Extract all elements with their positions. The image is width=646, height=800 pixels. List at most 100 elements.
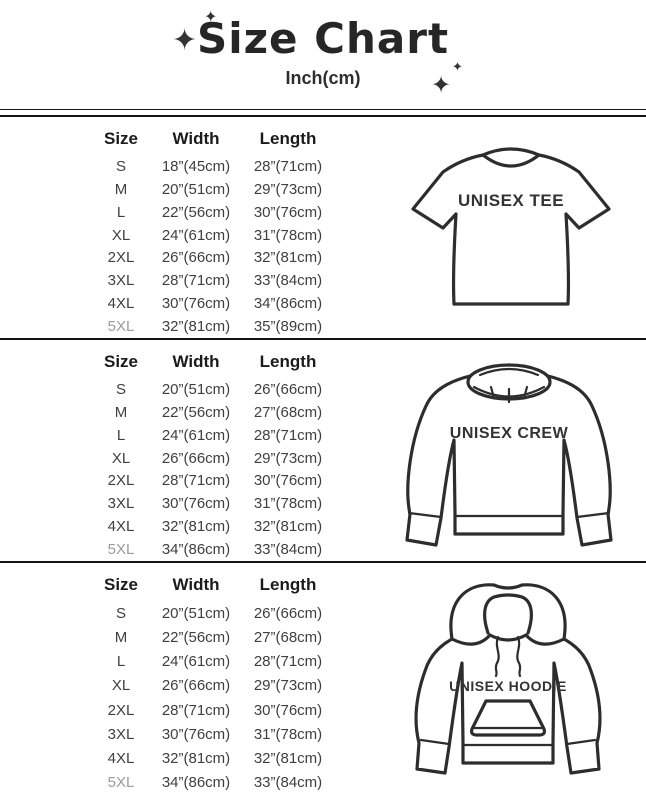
length-cell: 27”(68cm) — [253, 628, 323, 646]
column-header: Size — [103, 129, 139, 148]
length-cell: 26”(66cm) — [253, 380, 323, 398]
width-cell: 24”(61cm) — [161, 653, 231, 671]
column-header: Length — [259, 575, 317, 594]
size-row: S 20”(51cm) 26”(66cm) — [92, 601, 334, 625]
sparkle-icon: ✦ — [431, 72, 452, 99]
length-cell: 31”(78cm) — [253, 725, 323, 743]
column-header: Length — [259, 352, 317, 371]
size-table-crew: Size Width Length S 20”(51cm) 26”(66cm) M 22”(… — [92, 348, 334, 561]
size-cell: L — [116, 426, 126, 444]
table-header-row: Size Width Length — [92, 125, 334, 155]
size-cell: 2XL — [107, 701, 135, 719]
size-cell: 5XL — [107, 318, 135, 336]
length-cell: 32”(81cm) — [253, 518, 323, 536]
size-cell: XL — [111, 449, 131, 467]
size-row: S 18”(45cm) 28”(71cm) — [92, 155, 334, 178]
length-cell: 30”(76cm) — [253, 701, 323, 719]
crew-label: UNISEX CREW — [450, 425, 569, 442]
column-header: Width — [172, 352, 220, 371]
size-row: 2XL 26”(66cm) 32”(81cm) — [92, 247, 334, 270]
section-hoodie: Size Width Length S 20”(51cm) 26”(66cm) M 22”(… — [0, 563, 646, 795]
size-row: L 24”(61cm) 28”(71cm) — [92, 424, 334, 447]
length-cell: 28”(71cm) — [253, 653, 323, 671]
width-cell: 18”(45cm) — [161, 157, 231, 175]
size-row: L 24”(61cm) 28”(71cm) — [92, 650, 334, 674]
length-cell: 31”(78cm) — [253, 226, 323, 244]
table-header-row: Size Width Length — [92, 571, 334, 601]
size-row: 2XL 28”(71cm) 30”(76cm) — [92, 698, 334, 722]
size-row: S 20”(51cm) 26”(66cm) — [92, 378, 334, 401]
width-cell: 22”(56cm) — [161, 628, 231, 646]
size-cell: 5XL — [107, 541, 135, 559]
width-cell: 22”(56cm) — [161, 403, 231, 421]
size-table-tee: Size Width Length S 18”(45cm) 28”(71cm) M 20”(… — [92, 125, 334, 338]
column-header: Length — [259, 129, 317, 148]
size-row: 5XL 34”(86cm) 33”(84cm) — [92, 771, 334, 795]
column-header: Size — [103, 352, 139, 371]
length-cell: 29”(73cm) — [253, 449, 323, 467]
crew-drawing-icon: UNISEX CREW — [405, 363, 613, 547]
section-tee: Size Width Length S 18”(45cm) 28”(71cm) M 20”(… — [0, 117, 646, 338]
size-row: M 22”(56cm) 27”(68cm) — [92, 401, 334, 424]
width-cell: 20”(51cm) — [161, 604, 231, 622]
length-cell: 29”(73cm) — [253, 180, 323, 198]
width-cell: 30”(76cm) — [161, 295, 231, 313]
width-cell: 34”(86cm) — [161, 541, 231, 559]
width-cell: 20”(51cm) — [161, 380, 231, 398]
size-row: 3XL 30”(76cm) 31”(78cm) — [92, 722, 334, 746]
chart-header: ✦ ✦ Size Chart Inch(cm) ✦ ✦ — [0, 0, 646, 109]
column-header: Width — [172, 575, 220, 594]
size-row: M 22”(56cm) 27”(68cm) — [92, 625, 334, 649]
section-crew: Size Width Length S 20”(51cm) 26”(66cm) M 22”(… — [0, 340, 646, 561]
tee-label: UNISEX TEE — [458, 191, 564, 210]
size-row: 4XL 30”(76cm) 34”(86cm) — [92, 292, 334, 315]
width-cell: 24”(61cm) — [161, 426, 231, 444]
page-title: Size Chart — [196, 14, 450, 63]
size-cell: 2XL — [107, 249, 135, 267]
crew-illustration: UNISEX CREW — [394, 358, 624, 561]
length-cell: 30”(76cm) — [253, 472, 323, 490]
size-table-hoodie: Size Width Length S 20”(51cm) 26”(66cm) M 22”(… — [92, 571, 334, 795]
size-row: M 20”(51cm) 29”(73cm) — [92, 178, 334, 201]
size-row: 5XL 32”(81cm) 35”(89cm) — [92, 315, 334, 338]
width-cell: 30”(76cm) — [161, 725, 231, 743]
width-cell: 32”(81cm) — [161, 518, 231, 536]
size-row: XL 26”(66cm) 29”(73cm) — [92, 447, 334, 470]
size-cell: 2XL — [107, 472, 135, 490]
size-row: 4XL 32”(81cm) 32”(81cm) — [92, 515, 334, 538]
hoodie-label: UNISEX HOODIE — [449, 678, 567, 694]
length-cell: 29”(73cm) — [253, 677, 323, 695]
size-cell: M — [114, 403, 128, 421]
header-divider — [0, 109, 646, 117]
width-cell: 32”(81cm) — [161, 318, 231, 336]
hoodie-illustration: UNISEX HOODIE — [394, 575, 624, 795]
width-cell: 26”(66cm) — [161, 249, 231, 267]
tee-illustration: UNISEX TEE — [399, 143, 624, 338]
size-cell: 3XL — [107, 495, 135, 513]
length-cell: 33”(84cm) — [253, 774, 323, 792]
section-divider — [0, 561, 646, 563]
length-cell: 32”(81cm) — [253, 750, 323, 768]
size-cell: XL — [111, 677, 131, 695]
length-cell: 31”(78cm) — [253, 495, 323, 513]
width-cell: 30”(76cm) — [161, 495, 231, 513]
size-cell: M — [114, 180, 128, 198]
tee-drawing-icon: UNISEX TEE — [411, 147, 611, 306]
table-header-row: Size Width Length — [92, 348, 334, 378]
length-cell: 28”(71cm) — [253, 426, 323, 444]
size-cell: L — [116, 653, 126, 671]
length-cell: 33”(84cm) — [253, 541, 323, 559]
column-header: Width — [172, 129, 220, 148]
width-cell: 28”(71cm) — [161, 472, 231, 490]
length-cell: 34”(86cm) — [253, 295, 323, 313]
size-row: 2XL 28”(71cm) 30”(76cm) — [92, 470, 334, 493]
size-cell: 3XL — [107, 725, 135, 743]
width-cell: 22”(56cm) — [161, 203, 231, 221]
width-cell: 24”(61cm) — [161, 226, 231, 244]
size-row: L 22”(56cm) 30”(76cm) — [92, 201, 334, 224]
size-row: 5XL 34”(86cm) 33”(84cm) — [92, 538, 334, 561]
width-cell: 28”(71cm) — [161, 701, 231, 719]
length-cell: 30”(76cm) — [253, 203, 323, 221]
length-cell: 33”(84cm) — [253, 272, 323, 290]
sparkle-icon: ✦ — [204, 9, 218, 26]
